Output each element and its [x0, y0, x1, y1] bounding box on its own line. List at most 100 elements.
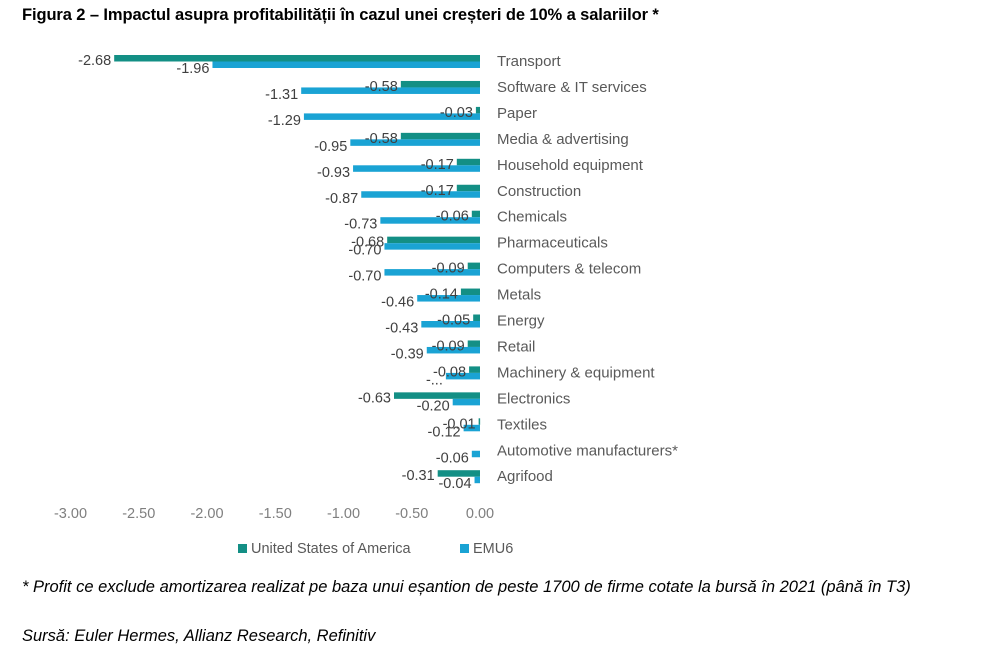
bar-emu6	[474, 476, 480, 484]
bar-emu6	[463, 424, 480, 432]
value-label-usa: -0.06	[436, 209, 469, 225]
category-label: Pharmaceuticals	[497, 235, 608, 252]
bars-group	[114, 55, 481, 484]
legend-swatch-usa	[238, 544, 247, 553]
value-label-usa: -0.63	[358, 390, 391, 406]
x-tick-label: -0.50	[395, 506, 428, 522]
bar-usa	[478, 418, 481, 425]
value-label-emu6: -0.43	[385, 321, 418, 337]
category-label: Household equipment	[497, 157, 644, 174]
value-label-usa: -0.17	[421, 157, 454, 173]
category-label: Machinery & equipment	[497, 364, 655, 381]
value-label-usa: -0.58	[365, 79, 398, 95]
category-label: Chemicals	[497, 209, 567, 226]
bar-usa	[460, 288, 480, 296]
value-label-emu6: -0.87	[325, 191, 358, 207]
bar-usa	[467, 340, 480, 347]
x-tick-label: -1.00	[327, 506, 360, 522]
bar-chart: -2.68 -1.96 -0.58 -1.31 -0.03 -1.29 -0.58 -0.95…	[54, 53, 678, 557]
value-label-usa: -0.01	[443, 416, 476, 432]
category-label: Transport	[497, 53, 561, 70]
chart-title: Figura 2 – Impactul asupra profitabilită…	[22, 6, 659, 24]
value-label-emu6: -1.96	[176, 61, 209, 77]
category-label: Software & IT services	[497, 79, 647, 96]
bar-emu6	[353, 165, 480, 172]
category-label: Paper	[497, 105, 537, 122]
legend-label-usa: United States of America	[251, 541, 412, 557]
bar-usa	[114, 55, 481, 62]
category-label: Automotive manufacturers*	[497, 442, 678, 459]
bar-emu6	[361, 191, 480, 198]
category-label: Construction	[497, 183, 581, 200]
value-label-emu6: -0.12	[428, 424, 461, 440]
legend: United States of America EMU6	[238, 541, 513, 557]
value-label-emu6: -0.46	[381, 295, 414, 311]
category-label: Retail	[497, 338, 535, 355]
value-label-emu6: -0.70	[348, 269, 381, 285]
value-label-emu6: -0.95	[314, 139, 347, 155]
value-label-emu6: -1.31	[265, 87, 298, 103]
value-label-emu6: -0.93	[317, 165, 350, 181]
value-label-emu6: -0.04	[438, 476, 471, 492]
value-label-usa: -0.17	[421, 183, 454, 199]
x-tick-label: -3.00	[54, 506, 87, 522]
value-label-emu6: -0.70	[348, 243, 381, 259]
value-label-emu6: -1.29	[268, 113, 301, 129]
x-tick-label: -2.50	[122, 506, 155, 522]
legend-swatch-emu6	[460, 544, 469, 553]
bar-usa	[469, 366, 480, 373]
bar-usa	[400, 80, 480, 88]
bar-emu6	[426, 346, 480, 354]
value-label-usa: -0.05	[437, 313, 470, 329]
bar-usa	[437, 470, 480, 477]
x-axis-ticks: -3.00 -2.50 -2.00 -1.50 -1.00 -0.50 0.00	[54, 506, 494, 522]
value-label-emu6: -0.73	[344, 217, 377, 233]
value-label-usa: -0.68	[351, 235, 384, 251]
bar-usa	[471, 210, 480, 218]
value-label-usa: -0.14	[425, 287, 458, 303]
category-label: Computers & telecom	[497, 261, 641, 278]
value-label-usa: -2.68	[78, 53, 111, 69]
bar-usa	[400, 132, 480, 140]
value-label-usa: -0.03	[440, 105, 473, 121]
bar-usa	[387, 236, 480, 244]
bar-usa	[475, 106, 480, 114]
footnote: * Profit ce exclude amortizarea realizat…	[22, 578, 911, 596]
value-label-usa: -0.09	[432, 261, 465, 277]
bar-emu6	[384, 269, 480, 276]
value-label-emu6: -0.20	[417, 398, 450, 414]
bar-emu6	[384, 243, 480, 250]
bar-emu6	[445, 372, 480, 380]
bar-emu6	[421, 321, 480, 328]
legend-label-emu6: EMU6	[473, 541, 513, 557]
category-label: Media & advertising	[497, 131, 629, 148]
bar-emu6	[301, 87, 480, 94]
bar-usa	[456, 158, 480, 166]
category-label: Agrifood	[497, 468, 553, 485]
value-label-emu6: -0.06	[436, 450, 469, 466]
value-labels-group: -2.68 -1.96 -0.58 -1.31 -0.03 -1.29 -0.58 -0.95…	[78, 53, 476, 492]
category-label: Metals	[497, 287, 541, 304]
bar-emu6	[452, 398, 480, 406]
bar-emu6	[417, 295, 480, 302]
category-label: Energy	[497, 313, 545, 330]
bar-usa	[467, 262, 480, 270]
value-label-usa: -0.08	[433, 364, 466, 380]
bar-usa	[456, 184, 480, 192]
x-tick-label: -1.50	[259, 506, 292, 522]
x-tick-label: -2.00	[190, 506, 223, 522]
value-label-usa: -0.09	[432, 338, 465, 354]
value-label-emu6: -0.39	[391, 346, 424, 362]
value-label-usa: -0.58	[365, 131, 398, 147]
category-labels-group: Transport Software & IT services Paper Medi…	[497, 53, 678, 485]
bar-emu6	[212, 61, 480, 68]
category-label: Electronics	[497, 390, 570, 407]
bar-emu6	[380, 217, 480, 224]
source-note: Sursă: Euler Hermes, Allianz Research, R…	[22, 627, 376, 645]
bar-emu6	[350, 139, 480, 146]
value-label-emu6: -...	[426, 372, 443, 388]
value-label-usa: -0.31	[402, 468, 435, 484]
bar-emu6	[303, 113, 480, 120]
bar-usa	[473, 314, 480, 321]
category-label: Textiles	[497, 416, 547, 433]
